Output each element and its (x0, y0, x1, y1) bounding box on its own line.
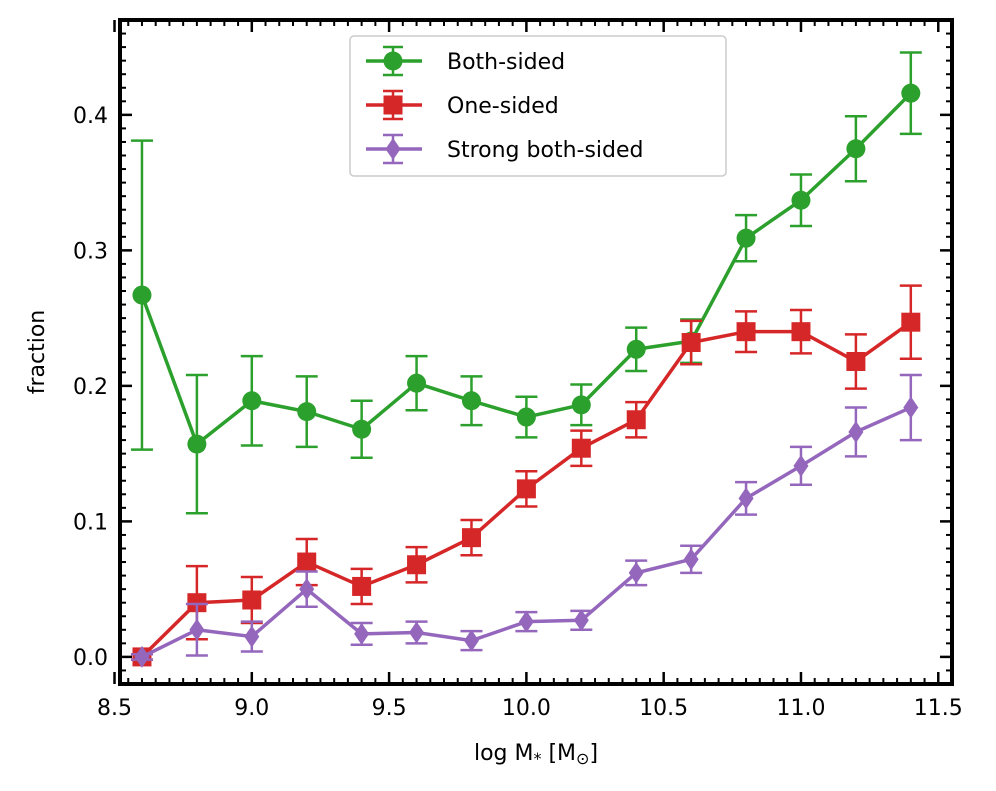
data-point (738, 487, 754, 510)
x-axis-label: log M* [M⊙] (474, 741, 598, 768)
y-tick-label: 0.4 (73, 104, 108, 129)
legend-label: Both-sided (447, 50, 565, 75)
y-tick-label: 0.3 (73, 239, 108, 264)
data-point (354, 622, 370, 645)
data-point (132, 285, 152, 305)
data-point (242, 391, 262, 411)
data-point (463, 629, 479, 652)
data-point (791, 190, 811, 210)
data-point (793, 454, 809, 477)
legend-item-strong-both-sided: Strong both-sided (366, 133, 644, 165)
data-point (516, 479, 536, 499)
data-point (901, 312, 921, 332)
series-strong-both-sided (130, 373, 922, 668)
data-point (297, 402, 317, 422)
data-point (628, 561, 644, 584)
data-point (407, 555, 427, 575)
data-point (626, 339, 646, 359)
data-point (848, 420, 864, 443)
legend-marker (385, 138, 401, 160)
data-point (791, 322, 811, 342)
legend-marker (383, 95, 403, 115)
legend-label: Strong both-sided (447, 138, 644, 163)
data-point (518, 610, 534, 633)
data-point (683, 548, 699, 571)
data-point (571, 395, 591, 415)
data-point (736, 228, 756, 248)
data-point (736, 322, 756, 342)
y-tick-label: 0.1 (73, 510, 108, 535)
data-point (242, 590, 262, 610)
legend-item-both-sided: Both-sided (366, 45, 565, 77)
x-tick-label: 8.5 (97, 696, 132, 721)
data-point (846, 139, 866, 159)
x-axis-label-main: log M (474, 741, 534, 766)
x-tick-label: 11.5 (914, 696, 963, 721)
y-axis-label: fraction (25, 310, 50, 395)
legend: Both-sided One-sided Strong both-sided (349, 35, 727, 177)
x-tick-label: 9.0 (234, 696, 269, 721)
data-point (516, 407, 536, 427)
data-point (407, 373, 427, 393)
data-point (187, 434, 207, 454)
data-point (244, 625, 260, 648)
legend-item-one-sided: One-sided (366, 89, 559, 121)
data-point (901, 83, 921, 103)
y-tick-label: 0.0 (73, 646, 108, 671)
data-point (461, 391, 481, 411)
data-point (352, 576, 372, 596)
x-axis-label-sub: * (533, 749, 541, 768)
series-layer (130, 51, 922, 668)
data-point (903, 396, 919, 419)
data-point (681, 333, 701, 353)
legend-box (349, 35, 727, 177)
x-tick-label: 10.5 (639, 696, 688, 721)
x-axis-label-unit-sub: ⊙ (576, 749, 589, 768)
data-point (189, 618, 205, 641)
tick-labels: 8.5 9.0 9.5 10.0 10.5 11.0 11.5 0.0 0.1 0.2 0.3 0.4 (73, 104, 963, 721)
y-tick-label: 0.2 (73, 375, 108, 400)
data-point (134, 645, 150, 668)
data-point (299, 578, 315, 601)
legend-label: One-sided (447, 94, 559, 119)
data-point (187, 593, 207, 613)
x-tick-label: 11.0 (776, 696, 825, 721)
x-axis-label-unit: [M (541, 741, 576, 766)
data-point (297, 552, 317, 572)
x-tick-label: 10.0 (502, 696, 551, 721)
data-point (846, 351, 866, 371)
x-tick-label: 9.5 (372, 696, 407, 721)
series-one-sided (130, 284, 922, 667)
legend-marker (383, 51, 403, 71)
data-point (626, 410, 646, 430)
data-point (409, 621, 425, 644)
data-point (573, 609, 589, 632)
data-point (461, 528, 481, 548)
data-point (352, 419, 372, 439)
plot-frame (118, 18, 954, 686)
x-axis-label-unit-close: ] (589, 741, 598, 766)
data-point (571, 438, 591, 458)
